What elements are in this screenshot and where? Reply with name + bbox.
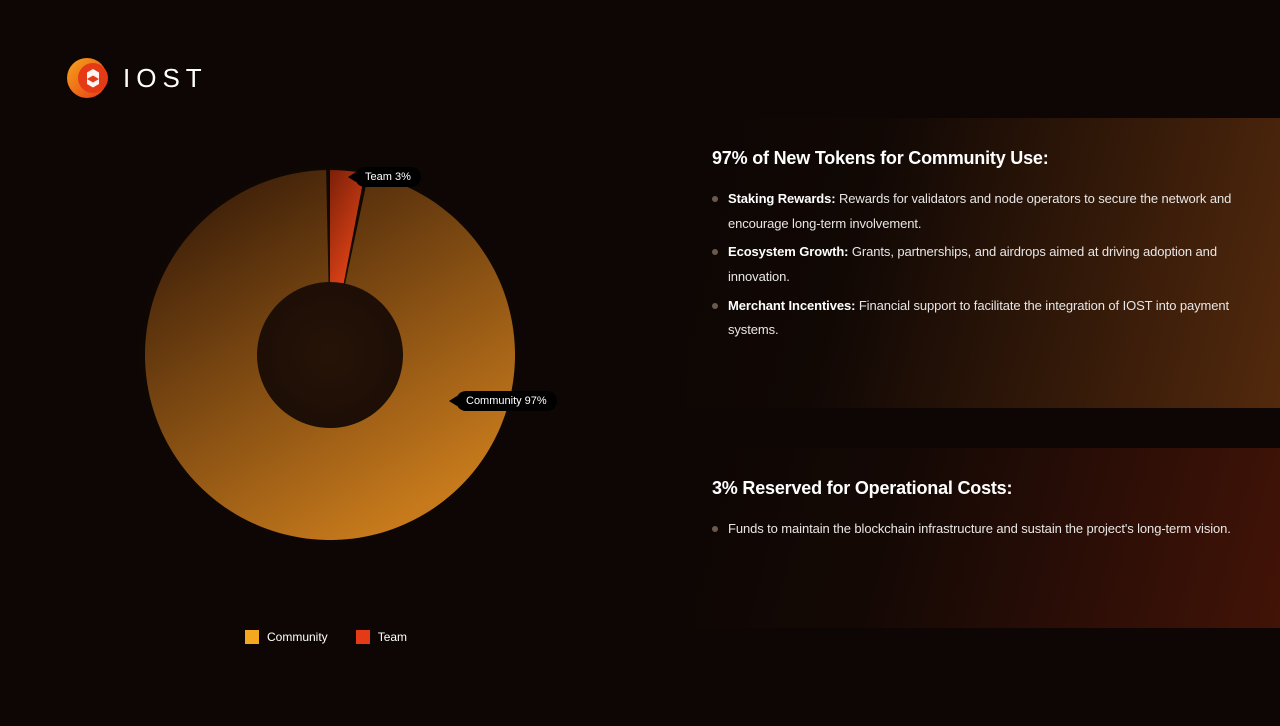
section-team: 3% Reserved for Operational Costs: Funds… bbox=[686, 448, 1280, 628]
donut-svg bbox=[130, 155, 530, 555]
callout-team: Team 3% bbox=[355, 167, 421, 187]
callout-team-text: Team 3% bbox=[365, 171, 411, 183]
section-team-list: Funds to maintain the blockchain infrast… bbox=[712, 517, 1240, 542]
token-distribution-chart: Team 3% Community 97% Community Team bbox=[130, 155, 580, 625]
section-community-list: Staking Rewards: Rewards for validators … bbox=[712, 187, 1240, 343]
legend-swatch-community bbox=[245, 630, 259, 644]
brand-logo: IOST bbox=[65, 56, 208, 100]
section-community-title: 97% of New Tokens for Community Use: bbox=[712, 148, 1240, 169]
brand-name: IOST bbox=[123, 63, 208, 94]
legend-item-team: Team bbox=[356, 630, 407, 644]
section-community: 97% of New Tokens for Community Use: Sta… bbox=[686, 118, 1280, 408]
legend-label-community: Community bbox=[267, 630, 328, 644]
list-item-strong: Staking Rewards: bbox=[728, 191, 836, 206]
chart-legend: Community Team bbox=[245, 630, 407, 644]
legend-label-team: Team bbox=[378, 630, 407, 644]
callout-community: Community 97% bbox=[456, 391, 557, 411]
list-item: Merchant Incentives: Financial support t… bbox=[712, 294, 1240, 343]
iost-logo-icon bbox=[65, 56, 109, 100]
list-item: Ecosystem Growth: Grants, partnerships, … bbox=[712, 240, 1240, 289]
legend-item-community: Community bbox=[245, 630, 328, 644]
legend-swatch-team bbox=[356, 630, 370, 644]
list-item: Staking Rewards: Rewards for validators … bbox=[712, 187, 1240, 236]
list-item-strong: Merchant Incentives: bbox=[728, 298, 855, 313]
list-item-strong: Ecosystem Growth: bbox=[728, 244, 848, 259]
list-item: Funds to maintain the blockchain infrast… bbox=[712, 517, 1240, 542]
callout-community-text: Community 97% bbox=[466, 395, 547, 407]
section-team-title: 3% Reserved for Operational Costs: bbox=[712, 478, 1240, 499]
